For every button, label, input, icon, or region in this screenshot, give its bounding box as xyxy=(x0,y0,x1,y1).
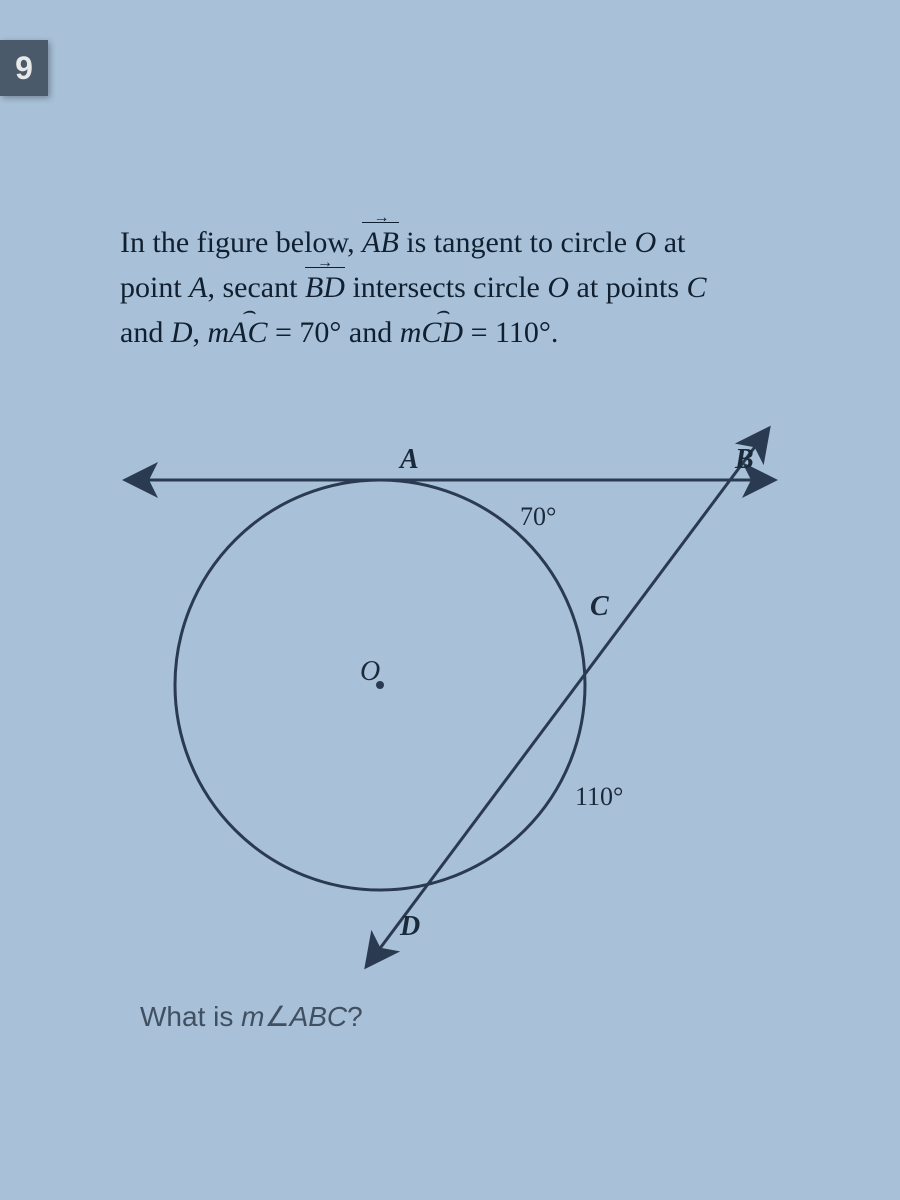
arc-cd-value: 110° xyxy=(575,782,623,811)
label-c: C xyxy=(590,591,609,622)
arc-ac-value: 70° xyxy=(520,502,556,531)
eq1: = 70° and xyxy=(268,316,400,349)
question-number-badge: 9 xyxy=(0,40,48,96)
problem-statement: In the figure below, AB is tangent to ci… xyxy=(120,220,860,355)
arc-ac: AC xyxy=(229,310,267,355)
question-ask: What is m∠ABC? xyxy=(140,1000,363,1033)
m2: m xyxy=(400,316,422,349)
ask-q: ? xyxy=(347,1001,363,1032)
geometry-diagram: O A B C D 70° 110° xyxy=(120,390,820,990)
text: point xyxy=(120,271,189,304)
m1: m xyxy=(208,316,230,349)
text: and xyxy=(120,316,171,349)
label-d: D xyxy=(399,911,420,942)
ask-abc: ABC xyxy=(290,1001,348,1032)
ask-pre: What is xyxy=(140,1001,241,1032)
text: is tangent to circle xyxy=(399,226,635,259)
label-o: O xyxy=(360,656,380,687)
pt-a: A xyxy=(189,271,207,304)
pt-d: D xyxy=(171,316,193,349)
question-number: 9 xyxy=(15,50,33,87)
secant-bd xyxy=(375,440,760,955)
text: at points xyxy=(569,271,687,304)
ray-ab: AB xyxy=(362,220,399,265)
text: , xyxy=(193,316,208,349)
diagram-svg: O A B C D 70° 110° xyxy=(120,390,820,990)
label-b: B xyxy=(734,444,754,475)
label-a: A xyxy=(398,444,419,475)
ask-m: m xyxy=(241,1001,264,1032)
ray-bd: BD xyxy=(305,265,345,310)
arc-cd: CD xyxy=(421,310,463,355)
text: at xyxy=(656,226,685,259)
pt-c: C xyxy=(687,271,707,304)
angle-symbol: ∠ xyxy=(264,1001,289,1032)
circle-o: O xyxy=(635,226,657,259)
circle-o2: O xyxy=(547,271,569,304)
eq2: = 110°. xyxy=(463,316,558,349)
